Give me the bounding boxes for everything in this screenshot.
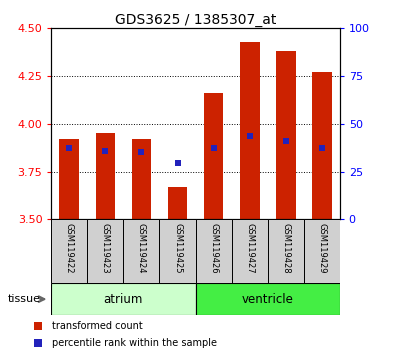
Bar <box>132 139 151 219</box>
Bar <box>312 72 331 219</box>
Bar <box>51 219 87 283</box>
Bar <box>204 93 224 219</box>
Text: tissue: tissue <box>8 294 41 304</box>
Text: GSM119423: GSM119423 <box>101 223 110 273</box>
Text: percentile rank within the sample: percentile rank within the sample <box>52 338 217 348</box>
Bar <box>276 51 295 219</box>
Bar <box>196 283 340 315</box>
Point <box>282 138 289 144</box>
Text: GSM119426: GSM119426 <box>209 223 218 273</box>
Bar <box>304 219 340 283</box>
Bar <box>167 187 187 219</box>
Point <box>318 145 325 150</box>
Point <box>102 148 109 154</box>
Bar <box>51 283 196 315</box>
Bar <box>87 219 123 283</box>
Text: GSM119425: GSM119425 <box>173 223 182 273</box>
Point <box>34 323 41 329</box>
Text: atrium: atrium <box>104 293 143 306</box>
Text: ventricle: ventricle <box>242 293 293 306</box>
Point <box>174 160 181 166</box>
Point <box>211 145 217 150</box>
Text: GSM119422: GSM119422 <box>65 223 74 273</box>
Point <box>246 133 253 139</box>
Text: GSM119424: GSM119424 <box>137 223 146 273</box>
Bar <box>96 133 115 219</box>
Text: GSM119427: GSM119427 <box>245 223 254 273</box>
Point <box>66 145 73 150</box>
Bar <box>240 42 260 219</box>
Bar <box>160 219 196 283</box>
Bar <box>267 219 304 283</box>
Text: GSM119429: GSM119429 <box>317 223 326 273</box>
Text: transformed count: transformed count <box>52 321 143 331</box>
Point <box>138 149 145 154</box>
Bar <box>60 139 79 219</box>
Bar <box>196 219 231 283</box>
Bar <box>123 219 160 283</box>
Bar <box>231 219 267 283</box>
Text: GSM119428: GSM119428 <box>281 223 290 273</box>
Title: GDS3625 / 1385307_at: GDS3625 / 1385307_at <box>115 13 276 27</box>
Point <box>34 341 41 346</box>
